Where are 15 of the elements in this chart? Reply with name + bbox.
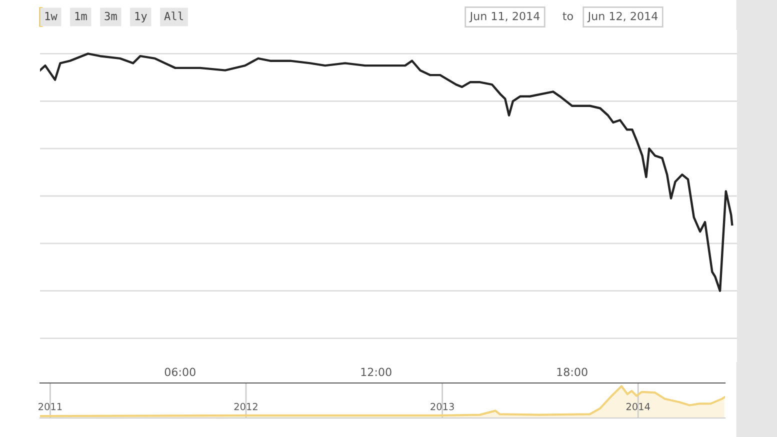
text: 3m bbox=[104, 12, 117, 20]
text: to bbox=[562, 12, 573, 20]
text: All bbox=[164, 12, 183, 20]
x-tick-label: 2011 bbox=[38, 402, 62, 410]
x-tick-label: 2012 bbox=[234, 402, 258, 410]
x-tick-label: 2014 bbox=[626, 402, 650, 410]
x-tick-label: 12:00 bbox=[361, 368, 392, 376]
text: 1w bbox=[45, 12, 58, 20]
x-tick-label: 06:00 bbox=[164, 368, 196, 376]
x-tick-label: 18:00 bbox=[557, 368, 588, 376]
text: 1y bbox=[135, 12, 147, 22]
text: Jun 11, 2014 bbox=[469, 12, 540, 22]
text: 1m bbox=[75, 12, 87, 20]
text: Jun 12, 2014 bbox=[587, 12, 658, 22]
x-tick-label: 2013 bbox=[430, 402, 454, 410]
